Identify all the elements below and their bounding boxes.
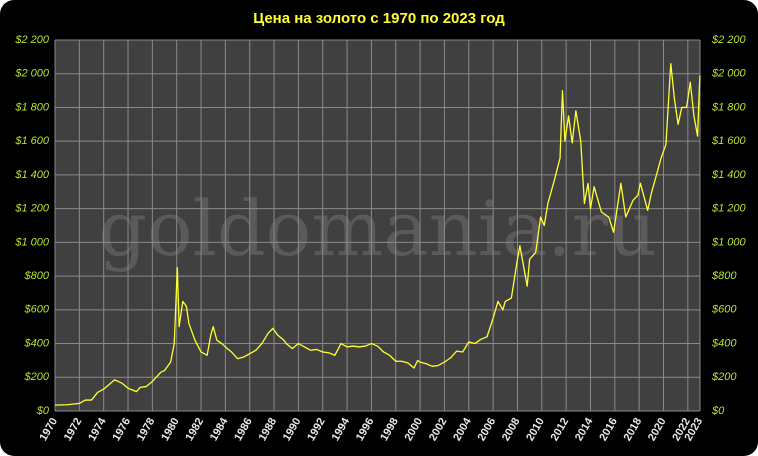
y2-tick-label: $1 400 [711, 169, 747, 181]
chart-title: Цена на золото с 1970 по 2023 год [253, 10, 505, 27]
y-tick-label: $0 [36, 405, 50, 417]
y-tick-label: $1 000 [14, 236, 50, 248]
y-tick-label: $2 200 [14, 34, 50, 46]
y2-tick-label: $2 200 [711, 34, 747, 46]
y2-tick-label: $1 000 [711, 236, 747, 248]
y2-tick-label: $1 600 [711, 135, 747, 147]
y-tick-label: $600 [24, 304, 50, 316]
y-tick-label: $2 000 [14, 68, 50, 80]
plot-area [55, 40, 700, 411]
y2-tick-label: $400 [711, 337, 737, 349]
y2-tick-label: $1 200 [711, 203, 747, 215]
y-tick-label: $1 800 [14, 101, 50, 113]
y2-tick-label: $2 000 [711, 68, 747, 80]
y2-tick-label: $600 [711, 304, 737, 316]
watermark: goldomania.ru [98, 184, 657, 273]
y2-tick-label: $200 [711, 371, 737, 383]
y-tick-label: $1 200 [14, 203, 50, 215]
price-line [54, 62, 701, 406]
y-tick-label: $1 600 [14, 135, 50, 147]
y-tick-label: $1 400 [14, 169, 50, 181]
y-tick-label: $200 [24, 371, 50, 383]
y2-tick-label: $0 [711, 405, 725, 417]
y-tick-label: $400 [24, 337, 50, 349]
y2-tick-label: $1 800 [711, 101, 747, 113]
y2-tick-label: $800 [711, 270, 737, 282]
y-tick-label: $800 [24, 270, 50, 282]
